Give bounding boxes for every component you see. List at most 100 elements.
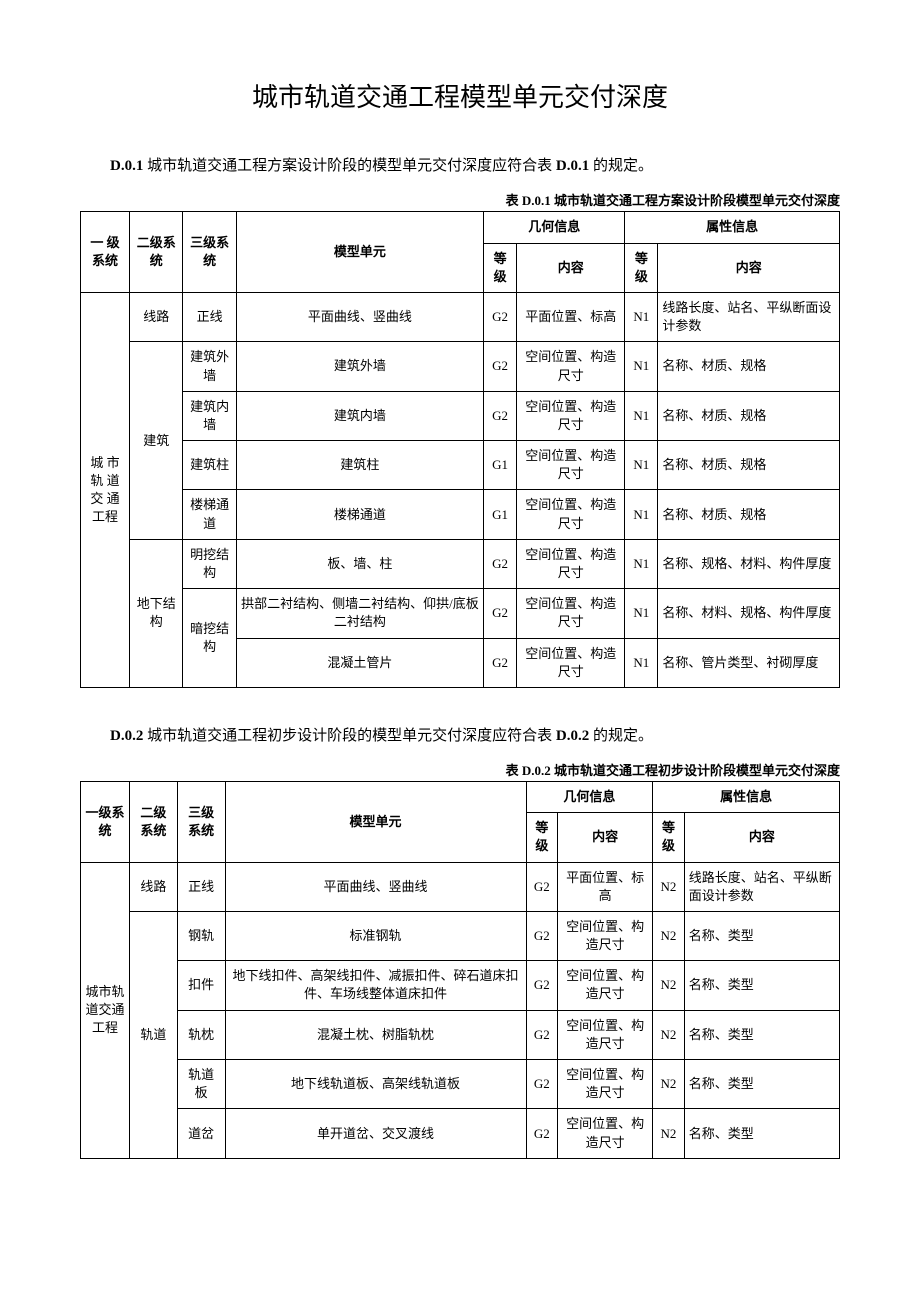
cell-geo-grade: G2 [484,342,517,391]
cell-lv3: 轨枕 [177,1010,225,1059]
cell-geo-content: 空间位置、构造尺寸 [558,1010,653,1059]
cell-geo-content: 空间位置、构造尺寸 [517,342,625,391]
cell-lv2: 轨道 [130,911,178,1158]
th2-attr-grade: 等级 [653,813,685,862]
cell-lv3: 暗挖结构 [183,589,236,688]
cell-lv2: 建筑 [130,342,183,540]
cell-unit: 平面曲线、竖曲线 [225,862,526,911]
cell-unit: 建筑柱 [236,441,483,490]
table-row: 建筑建筑外墙建筑外墙G2空间位置、构造尺寸N1名称、材质、规格 [81,342,840,391]
cell-lv3: 正线 [183,292,236,341]
table-row: 道岔单开道岔、交叉渡线G2空间位置、构造尺寸N2名称、类型 [81,1109,840,1158]
cell-geo-content: 空间位置、构造尺寸 [517,638,625,687]
cell-lv3: 道岔 [177,1109,225,1158]
th2-geo-content: 内容 [558,813,653,862]
cell-geo-grade: G2 [526,1010,558,1059]
section2-intro: D.0.2 城市轨道交通工程初步设计阶段的模型单元交付深度应符合表 D.0.2 … [80,724,840,748]
th2-geo-grade: 等级 [526,813,558,862]
cell-attr-grade: N1 [625,342,658,391]
th-geo: 几何信息 [484,212,625,243]
cell-unit: 板、墙、柱 [236,539,483,588]
table-row: 建筑柱建筑柱G1空间位置、构造尺寸N1名称、材质、规格 [81,441,840,490]
section2-intro-mid: 城市轨道交通工程初步设计阶段的模型单元交付深度应符合表 [143,728,556,744]
th2-lv2: 二级系统 [130,781,178,862]
th-attr: 属性信息 [625,212,840,243]
cell-unit: 平面曲线、竖曲线 [236,292,483,341]
cell-attr-content: 名称、管片类型、衬砌厚度 [658,638,840,687]
cell-attr-grade: N1 [625,539,658,588]
cell-attr-content: 名称、类型 [684,1060,839,1109]
cell-lv3: 建筑柱 [183,441,236,490]
cell-attr-content: 名称、材质、规格 [658,391,840,440]
cell-lv3: 建筑内墙 [183,391,236,440]
cell-lv3: 扣件 [177,961,225,1010]
cell-lv1: 城 市轨 道交 通工程 [81,292,130,687]
cell-unit: 建筑外墙 [236,342,483,391]
th-attr-content: 内容 [658,243,840,292]
table-row: 轨道钢轨标准钢轨G2空间位置、构造尺寸N2名称、类型 [81,911,840,960]
cell-unit: 楼梯通道 [236,490,483,539]
cell-geo-content: 空间位置、构造尺寸 [558,961,653,1010]
cell-lv3: 正线 [177,862,225,911]
cell-geo-grade: G2 [484,589,517,638]
cell-lv3: 楼梯通道 [183,490,236,539]
cell-unit: 拱部二衬结构、侧墙二衬结构、仰拱/底板二衬结构 [236,589,483,638]
th-lv3: 三级系统 [183,212,236,293]
table-row: 轨道板地下线轨道板、高架线轨道板G2空间位置、构造尺寸N2名称、类型 [81,1060,840,1109]
table-row: 城 市轨 道交 通工程线路正线平面曲线、竖曲线G2平面位置、标高N1线路长度、站… [81,292,840,341]
cell-geo-content: 空间位置、构造尺寸 [517,391,625,440]
cell-attr-grade: N2 [653,1109,685,1158]
cell-geo-grade: G1 [484,490,517,539]
cell-lv2: 线路 [130,292,183,341]
page-title: 城市轨道交通工程模型单元交付深度 [80,77,840,114]
cell-lv3: 轨道板 [177,1060,225,1109]
th-lv1: 一 级系统 [81,212,130,293]
cell-geo-content: 平面位置、标高 [517,292,625,341]
th-attr-grade: 等级 [625,243,658,292]
cell-geo-content: 空间位置、构造尺寸 [517,539,625,588]
cell-unit: 地下线轨道板、高架线轨道板 [225,1060,526,1109]
cell-geo-grade: G2 [526,1060,558,1109]
cell-attr-grade: N1 [625,292,658,341]
section2-intro-suffix: 的规定。 [589,728,653,744]
cell-lv3: 钢轨 [177,911,225,960]
table-row: 城市轨道交通工程线路正线平面曲线、竖曲线G2平面位置、标高N2线路长度、站名、平… [81,862,840,911]
th2-lv1: 一级系统 [81,781,130,862]
cell-geo-content: 空间位置、构造尺寸 [558,911,653,960]
cell-geo-grade: G2 [484,638,517,687]
th2-attr: 属性信息 [653,781,840,812]
cell-attr-grade: N1 [625,441,658,490]
cell-unit: 混凝土管片 [236,638,483,687]
th2-unit: 模型单元 [225,781,526,862]
cell-attr-grade: N1 [625,638,658,687]
section1-intro-suffix: 的规定。 [589,158,653,174]
cell-geo-content: 平面位置、标高 [558,862,653,911]
table-row: 扣件地下线扣件、高架线扣件、减振扣件、碎石道床扣件、车场线整体道床扣件G2空间位… [81,961,840,1010]
table2-caption: 表 D.0.2 城市轨道交通工程初步设计阶段模型单元交付深度 [80,760,840,779]
table-row: 地下结构明挖结构板、墙、柱G2空间位置、构造尺寸N1名称、规格、材料、构件厚度 [81,539,840,588]
th2-lv3: 三级系统 [177,781,225,862]
section1-intro-ref: D.0.1 [556,158,589,174]
th-unit: 模型单元 [236,212,483,293]
section1-intro-prefix: D.0.1 [110,158,143,174]
cell-attr-grade: N2 [653,862,685,911]
cell-geo-content: 空间位置、构造尺寸 [517,490,625,539]
table2: 一级系统 二级系统 三级系统 模型单元 几何信息 属性信息 等级 内容 等级 内… [80,781,840,1159]
th2-geo: 几何信息 [526,781,653,812]
table-row: 暗挖结构拱部二衬结构、侧墙二衬结构、仰拱/底板二衬结构G2空间位置、构造尺寸N1… [81,589,840,638]
cell-geo-grade: G2 [526,862,558,911]
cell-attr-content: 名称、类型 [684,961,839,1010]
table-row: 建筑内墙建筑内墙G2空间位置、构造尺寸N1名称、材质、规格 [81,391,840,440]
cell-geo-grade: G2 [484,539,517,588]
cell-attr-grade: N2 [653,1010,685,1059]
cell-attr-content: 名称、材质、规格 [658,441,840,490]
th-geo-content: 内容 [517,243,625,292]
cell-attr-content: 名称、材质、规格 [658,490,840,539]
cell-attr-content: 线路长度、站名、平纵断面设计参数 [684,862,839,911]
cell-lv3: 建筑外墙 [183,342,236,391]
cell-attr-grade: N1 [625,589,658,638]
table-row: 轨枕混凝土枕、树脂轨枕G2空间位置、构造尺寸N2名称、类型 [81,1010,840,1059]
cell-attr-content: 名称、类型 [684,1010,839,1059]
cell-attr-content: 名称、类型 [684,1109,839,1158]
cell-unit: 标准钢轨 [225,911,526,960]
